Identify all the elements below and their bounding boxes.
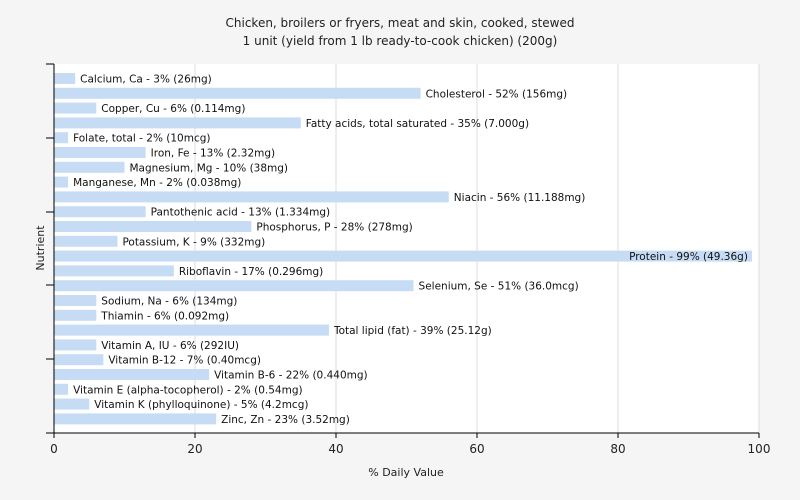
bar-data-label: Selenium, Se - 51% (36.0mcg) (419, 281, 579, 293)
bar-data-label: Magnesium, Mg - 10% (38mg) (130, 162, 289, 174)
x-tick-label: 20 (187, 442, 202, 456)
bar-data-label: Zinc, Zn - 23% (3.52mg) (221, 414, 350, 426)
bar-data-label: Manganese, Mn - 2% (0.038mg) (73, 177, 241, 189)
bar (54, 309, 97, 321)
bar (54, 235, 118, 247)
bar (54, 250, 752, 262)
bar (54, 117, 301, 129)
bar (54, 280, 414, 292)
bar (54, 87, 421, 99)
bar-data-label: Vitamin E (alpha-tocopherol) - 2% (0.54m… (73, 384, 303, 396)
bar-data-label: Vitamin A, IU - 6% (292IU) (101, 340, 239, 352)
bar-data-label: Vitamin B-12 - 7% (0.40mcg) (108, 355, 261, 367)
bar (54, 295, 97, 306)
bar-data-label: Folate, total - 2% (10mcg) (73, 133, 210, 145)
bar-data-label: Riboflavin - 17% (0.296mg) (179, 266, 323, 278)
bar-data-label: Vitamin B-6 - 22% (0.440mg) (214, 370, 368, 382)
bar-data-label: Thiamin - 6% (0.092mg) (100, 310, 229, 322)
x-tick-label: 0 (50, 442, 58, 456)
bar (54, 339, 97, 351)
bar-data-label: Sodium, Na - 6% (134mg) (101, 296, 237, 308)
bar (54, 132, 69, 144)
bar (54, 354, 104, 366)
bar (54, 265, 174, 277)
bar (54, 102, 97, 114)
y-axis-title: Nutrient (34, 225, 47, 271)
bar-data-label: Phosphorus, P - 28% (278mg) (256, 222, 412, 234)
bar-data-label: Iron, Fe - 13% (2.32mg) (151, 148, 275, 160)
bar (54, 73, 76, 84)
bar-data-label: Calcium, Ca - 3% (26mg) (80, 74, 212, 86)
bar (54, 191, 449, 203)
bar (54, 221, 252, 232)
bar-data-label: Fatty acids, total saturated - 35% (7.00… (306, 118, 529, 130)
x-tick-label: 60 (469, 442, 484, 456)
chart-subtitle: 1 unit (yield from 1 lb ready-to-cook ch… (243, 34, 558, 48)
chart-title: Chicken, broilers or fryers, meat and sk… (226, 16, 575, 30)
bars: Calcium, Ca - 3% (26mg) Cholesterol - 52%… (54, 73, 752, 426)
bar (54, 413, 217, 425)
bar-data-label: Niacin - 56% (11.188mg) (454, 192, 586, 204)
x-tick-label: 40 (328, 442, 343, 456)
bar (54, 369, 210, 380)
bar-data-label: Vitamin K (phylloquinone) - 5% (4.2mcg) (94, 399, 308, 411)
bar (54, 176, 69, 188)
bar (54, 398, 90, 410)
bar (54, 161, 125, 173)
bar-data-label: Potassium, K - 9% (332mg) (122, 236, 265, 248)
bar (54, 324, 329, 336)
bar-data-label: Protein - 99% (49.36g) (629, 251, 748, 263)
bar-data-label: Copper, Cu - 6% (0.114mg) (101, 103, 245, 115)
axes: 0 20 40 60 80 100 (46, 63, 771, 456)
bar-data-label: Pantothenic acid - 13% (1.334mg) (151, 207, 330, 219)
bar (54, 147, 146, 158)
bar-data-label: Total lipid (fat) - 39% (25.12g) (333, 325, 492, 337)
bar (54, 383, 69, 395)
x-tick-label: 80 (610, 442, 625, 456)
bar-data-label: Cholesterol - 52% (156mg) (426, 88, 568, 100)
x-tick-label: 100 (748, 442, 771, 456)
bar (54, 206, 146, 218)
x-axis-title: % Daily Value (368, 466, 444, 479)
